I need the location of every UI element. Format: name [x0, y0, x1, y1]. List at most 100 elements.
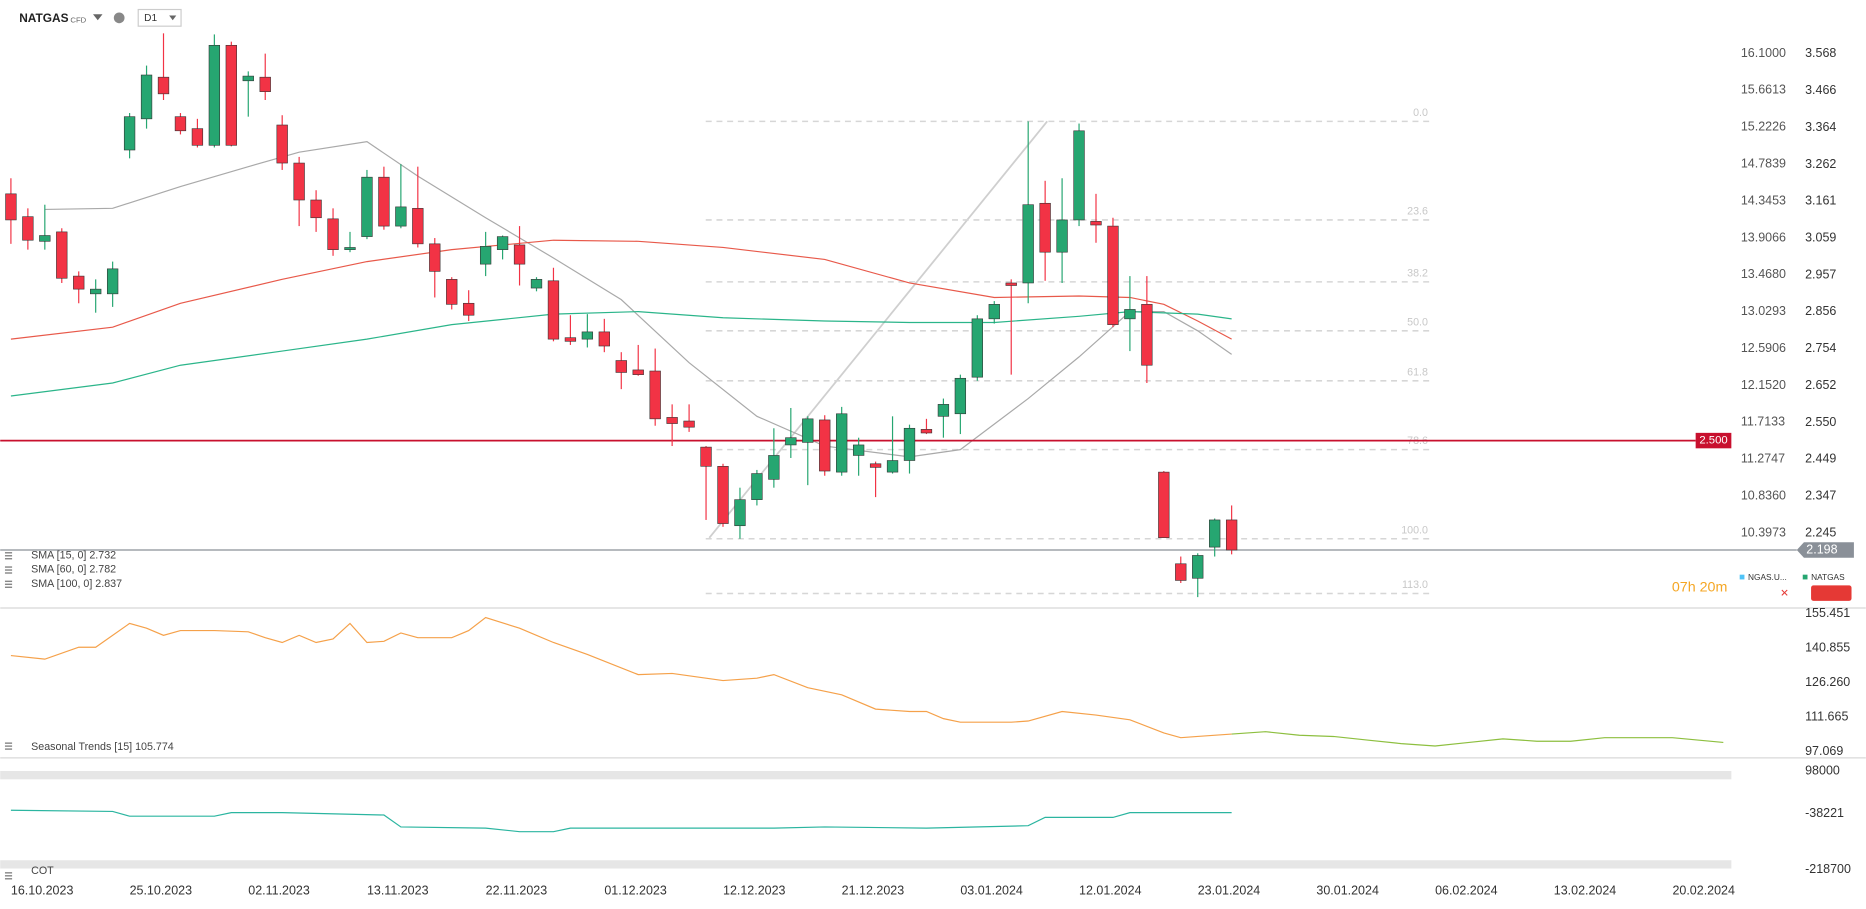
last-price-label: 2.198	[1806, 542, 1837, 556]
last-price-tag	[1796, 542, 1854, 558]
candle-body	[1124, 309, 1136, 320]
candle-body	[395, 206, 407, 227]
candle-body	[259, 76, 271, 92]
x-tick-label: 16.10.2023	[11, 883, 74, 897]
price-level-tag	[1695, 432, 1732, 449]
candle-body	[90, 288, 102, 295]
candle-body	[157, 76, 170, 95]
close-button[interactable]	[1811, 585, 1852, 601]
candle-body	[496, 236, 509, 250]
candle-body	[276, 124, 288, 164]
y-tick-label: 15.2226	[1741, 120, 1786, 134]
candle-body	[954, 377, 967, 415]
candle-body	[920, 429, 933, 434]
candle-body	[1141, 304, 1153, 366]
candle-body	[1175, 563, 1187, 581]
candle-body	[836, 413, 848, 473]
y-tick-label: 2.652	[1805, 378, 1836, 392]
info-icon[interactable]	[113, 12, 125, 24]
timeframe[interactable]: D1	[144, 13, 157, 24]
fib-label: 0.0	[1413, 107, 1428, 119]
legend-entry: NATGAS	[1811, 572, 1845, 582]
symbol[interactable]: NATGAS	[19, 11, 68, 25]
cot-band	[0, 860, 1732, 869]
x-tick-label: 25.10.2023	[130, 883, 193, 897]
candle-body	[717, 466, 729, 524]
indicator-line	[10, 809, 1232, 833]
y-tick-label: 2.347	[1805, 488, 1836, 502]
sma-legend: SMA [60, 0] 2.782	[31, 564, 116, 576]
candle-body	[1090, 221, 1102, 226]
price-level-label: 2.500	[1699, 435, 1727, 447]
y-tick-label: 10.8360	[1741, 488, 1786, 502]
candle-body	[463, 302, 475, 316]
candle-body	[208, 44, 221, 146]
candle-body	[344, 247, 356, 250]
y-tick-label: 14.3453	[1741, 193, 1786, 207]
x-tick-label: 22.11.2023	[486, 883, 548, 897]
candle-body	[547, 280, 560, 340]
y-tick-label: 2.957	[1805, 267, 1836, 281]
remove-icon[interactable]: ✕	[1780, 588, 1789, 600]
candle-body	[513, 244, 526, 265]
candle-body	[1056, 219, 1068, 253]
x-tick-label: 21.12.2023	[842, 883, 905, 897]
indicator-legend: COT	[31, 865, 54, 877]
candle-body	[1225, 519, 1238, 551]
timeframe-box[interactable]	[137, 8, 182, 27]
x-tick-label: 12.12.2023	[723, 883, 786, 897]
y-tick-label: 126.260	[1805, 675, 1850, 689]
fib-label: 100.0	[1401, 524, 1428, 536]
timeframe-dropdown[interactable]	[169, 15, 177, 21]
candle-body	[446, 279, 458, 305]
y-tick-label: 15.6613	[1741, 83, 1786, 97]
indicator-line	[10, 616, 1232, 739]
y-tick-label: 155.451	[1805, 606, 1850, 620]
candle-body	[22, 216, 34, 241]
candle-body	[903, 427, 916, 461]
y-tick-label: 97.069	[1805, 744, 1843, 758]
instrument-type: CFD	[70, 15, 86, 24]
candle-body	[886, 460, 899, 473]
legend-swatch	[1802, 574, 1808, 580]
candle-body	[293, 162, 305, 201]
candle-body	[1005, 282, 1017, 286]
x-tick-label: 23.01.2024	[1198, 883, 1261, 897]
candle-body	[819, 419, 831, 472]
candle-body	[581, 331, 594, 340]
y-tick-label: 98000	[1805, 763, 1840, 777]
candle-body	[1073, 130, 1085, 221]
candle-body	[666, 417, 678, 424]
candle-body	[140, 74, 153, 120]
candle-body	[785, 437, 797, 446]
fib-label: 38.2	[1407, 267, 1428, 279]
x-tick-label: 12.01.2024	[1079, 883, 1142, 897]
y-tick-label: 3.161	[1805, 193, 1836, 207]
y-tick-label: 13.9066	[1741, 230, 1786, 244]
cot-band	[0, 770, 1732, 780]
candle-body	[1022, 204, 1034, 284]
candle-body	[734, 499, 746, 527]
candle-body	[1192, 555, 1204, 579]
x-tick-label: 30.01.2024	[1316, 883, 1379, 897]
candle-body	[310, 199, 322, 219]
y-tick-label: 111.665	[1805, 710, 1848, 724]
candle-body	[106, 268, 119, 295]
legend-icons	[4, 552, 13, 880]
indicator-line	[1231, 731, 1724, 747]
y-tick-label: 16.1000	[1741, 46, 1786, 60]
candle-body	[1039, 202, 1051, 253]
y-tick-label: 13.4680	[1741, 267, 1786, 281]
candle-body	[174, 116, 187, 132]
y-tick-label: 10.3973	[1741, 525, 1786, 539]
y-tick-label: 3.262	[1805, 157, 1836, 171]
x-tick-label: 03.01.2024	[960, 883, 1023, 897]
sma-legend: SMA [100, 0] 2.837	[31, 578, 122, 590]
symbol-dropdown[interactable]	[93, 14, 103, 21]
candle-body	[479, 246, 492, 265]
candle-body	[988, 304, 1000, 320]
candle-body	[852, 444, 865, 456]
y-tick-label: -218700	[1805, 862, 1851, 876]
trend-line[interactable]	[708, 120, 1048, 539]
